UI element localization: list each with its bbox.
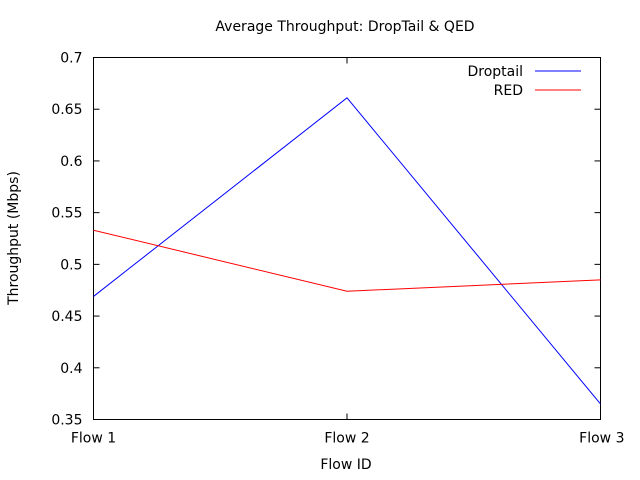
y-tick-label: 0.4 <box>60 361 82 377</box>
y-tick-label: 0.55 <box>51 206 82 222</box>
y-tick-label: 0.65 <box>51 102 82 118</box>
y-axis-label: Throughput (Mbps) <box>6 171 22 306</box>
y-tick-label: 0.45 <box>51 309 82 325</box>
plot-area-frame <box>93 57 601 420</box>
y-tick-label: 0.6 <box>60 154 82 170</box>
series-line-red <box>93 229 601 292</box>
x-tick-label: Flow 3 <box>579 431 624 447</box>
y-axis: 0.35 0.4 0.45 0.5 0.55 0.6 0.65 0.7 <box>51 51 601 429</box>
chart-title: Average Throughput: DropTail & QED <box>215 19 474 35</box>
x-tick-label: Flow 2 <box>324 431 369 447</box>
legend-label-droptail: Droptail <box>467 64 523 80</box>
series-line-droptail <box>93 97 601 405</box>
x-axis: Flow 1 Flow 2 Flow 3 <box>71 57 625 447</box>
y-tick-label: 0.7 <box>60 51 82 67</box>
y-tick-label: 0.5 <box>60 257 82 273</box>
series-lines <box>93 97 601 405</box>
legend: Droptail RED <box>467 64 581 99</box>
x-axis-label: Flow ID <box>320 457 371 473</box>
x-tick-label: Flow 1 <box>71 431 116 447</box>
legend-label-red: RED <box>494 83 523 99</box>
y-tick-label: 0.35 <box>51 413 82 429</box>
